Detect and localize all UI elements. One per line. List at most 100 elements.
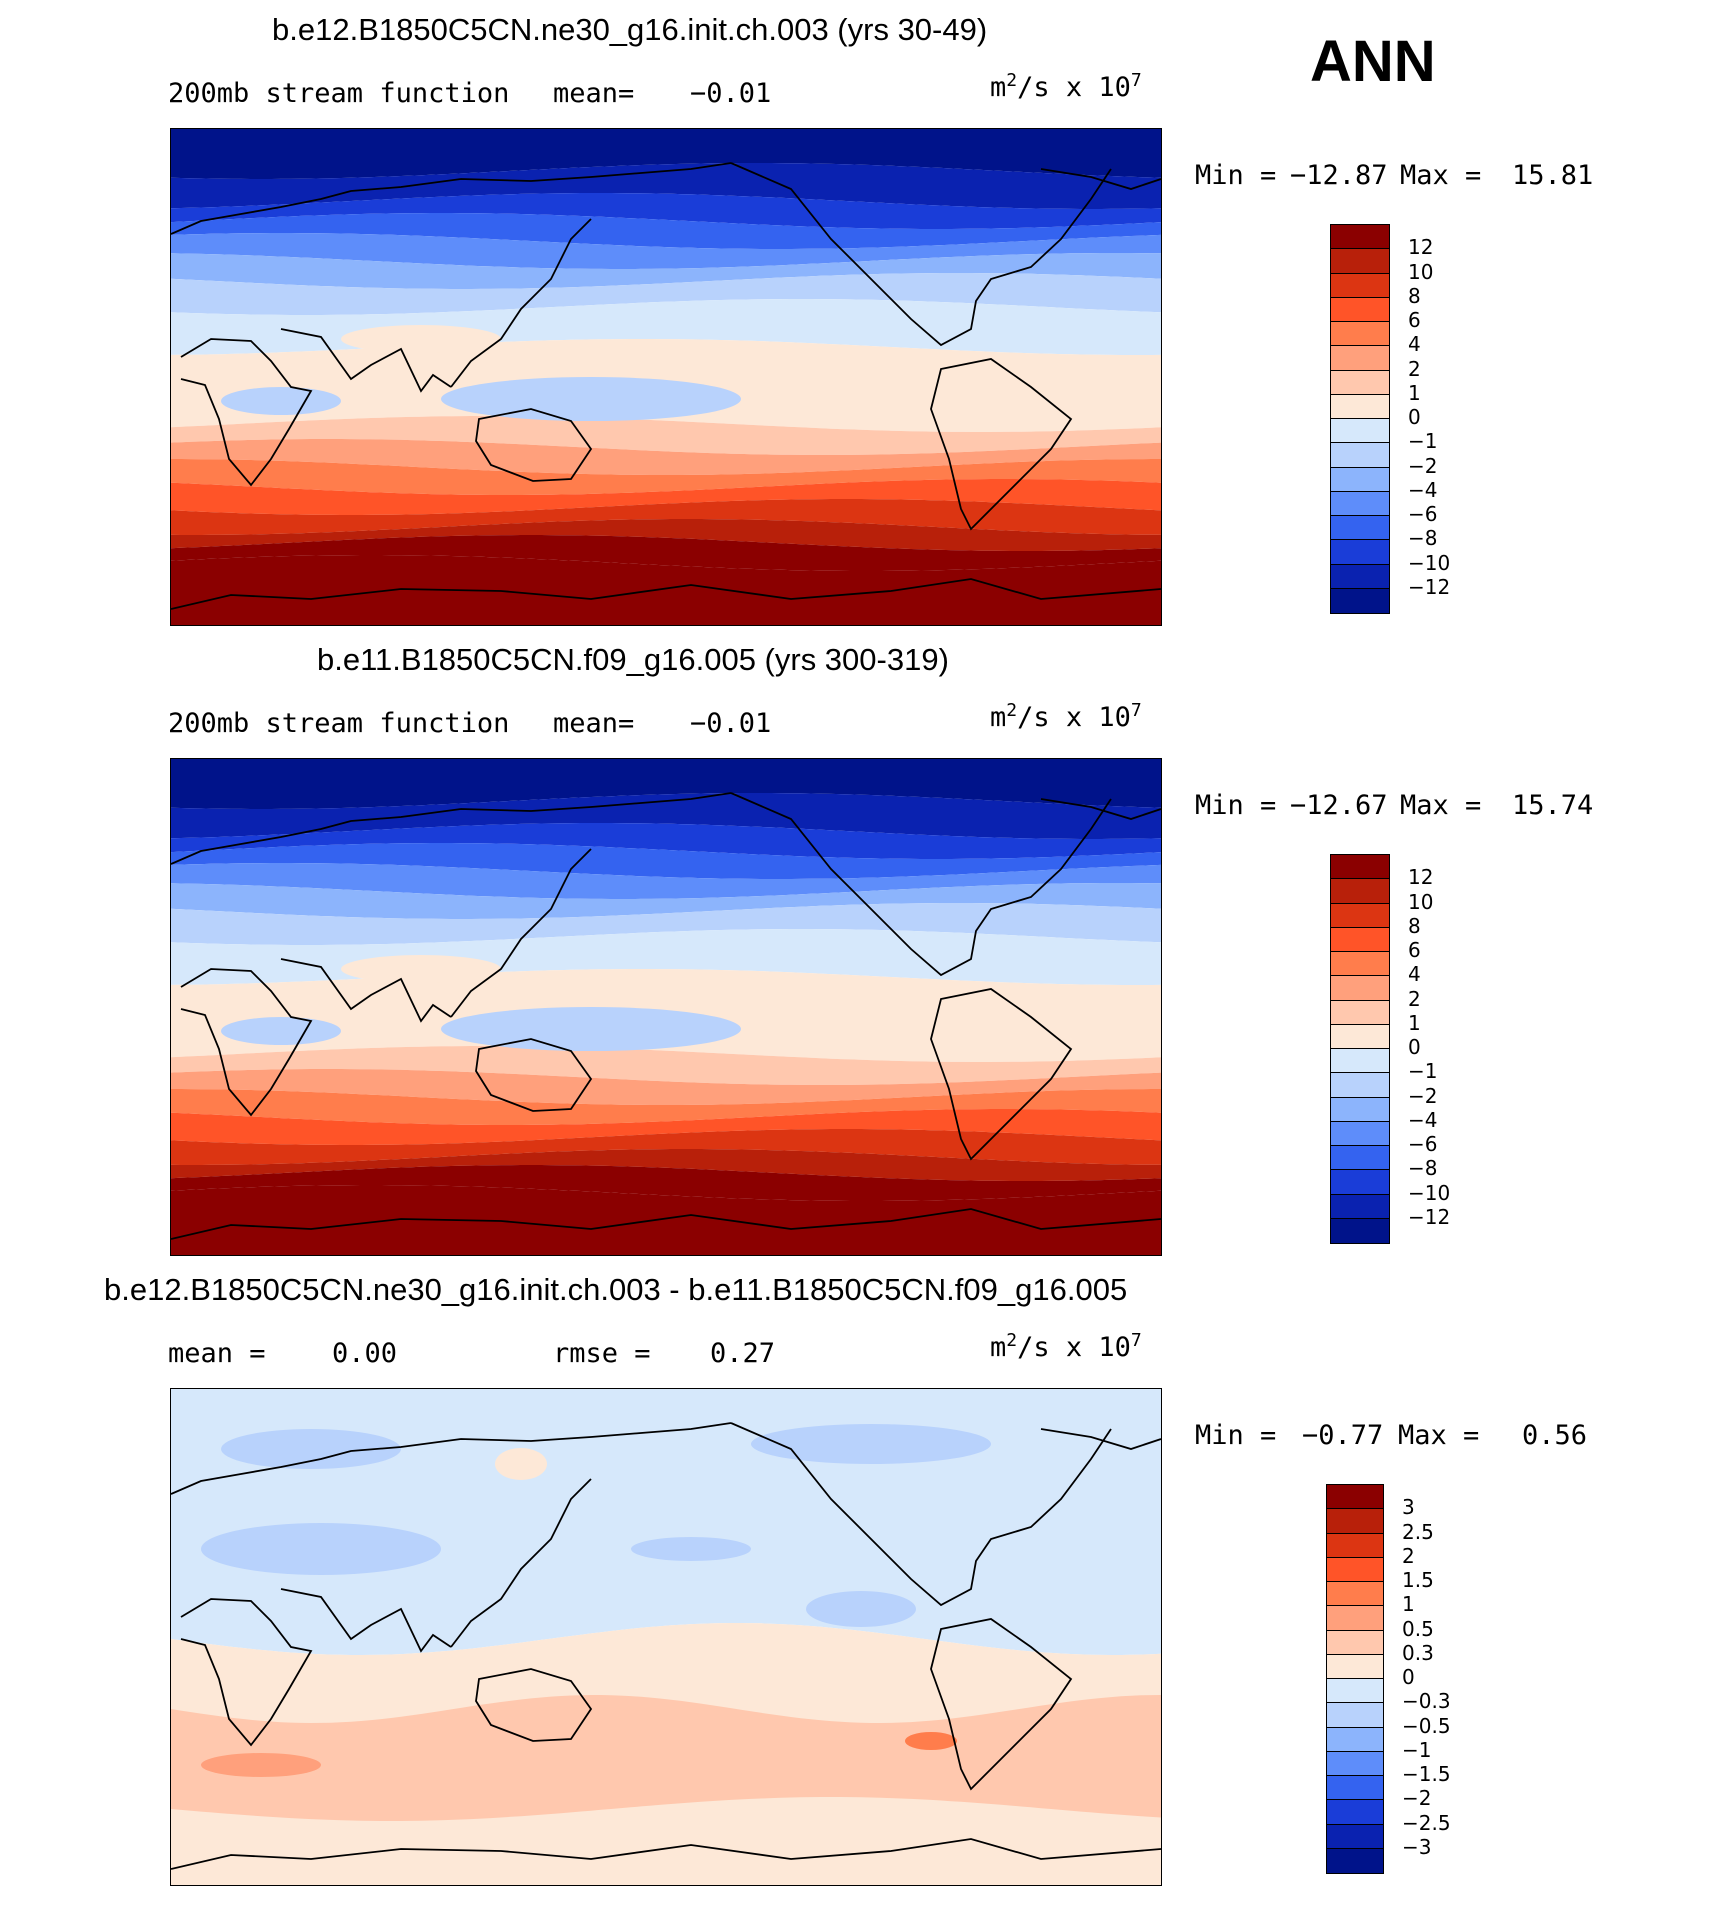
colorbar-swatch xyxy=(1327,1800,1383,1825)
contour-band xyxy=(171,1149,1161,1181)
coastline xyxy=(450,848,592,1018)
panel-title: b.e12.B1850C5CN.ne30_g16.init.ch.003 (yr… xyxy=(272,12,988,47)
coastline xyxy=(280,328,452,393)
coastline xyxy=(171,578,1161,610)
colorbar-swatch xyxy=(1331,249,1389,274)
colorbar-swatch xyxy=(1331,322,1389,347)
colorbar-tick-label: −4 xyxy=(1408,1107,1438,1132)
contour-band xyxy=(171,1129,1161,1165)
mean-label: mean= xyxy=(553,78,635,109)
coastline xyxy=(730,792,1112,977)
contour-band xyxy=(171,1109,1161,1145)
colorbar-swatch xyxy=(1331,1121,1389,1146)
season-label: ANN xyxy=(1310,29,1436,94)
contour-band xyxy=(171,129,1161,179)
contour-band xyxy=(171,213,1161,249)
coastline xyxy=(930,1618,1073,1791)
colorbar-tick-label: −1 xyxy=(1402,1737,1432,1762)
contour-anomaly xyxy=(341,955,501,983)
colorbar-tick-label: −0.3 xyxy=(1402,1689,1451,1714)
colorbar-tick-label: 2 xyxy=(1408,986,1421,1011)
colorbar-swatch xyxy=(1331,1194,1389,1219)
colorbar-swatch xyxy=(1331,1000,1389,1025)
colorbar-tick-label: −4 xyxy=(1408,477,1438,502)
field-label: 200mb stream function xyxy=(168,78,510,109)
contour-band xyxy=(171,459,1161,495)
colorbar-tick-label: 3 xyxy=(1402,1495,1415,1520)
colorbar-swatch xyxy=(1327,1751,1383,1776)
colorbar-tick-label: 1 xyxy=(1402,1592,1415,1617)
coastline xyxy=(930,988,1073,1161)
map-svg xyxy=(171,759,1161,1255)
coastline xyxy=(171,792,732,865)
panel-case: b.e12.B1850C5CN.ne30_g16.init.ch.003 (yr… xyxy=(0,0,1710,640)
coastline xyxy=(730,162,1112,347)
coastline xyxy=(1040,168,1161,190)
contour-band xyxy=(171,903,1161,945)
contour-band xyxy=(171,479,1161,515)
contour-band xyxy=(171,163,1161,209)
colorbar-swatch xyxy=(1331,273,1389,298)
colorbar-tick-label: −10 xyxy=(1408,1180,1451,1205)
colorbar-tick-label: −8 xyxy=(1408,1156,1438,1181)
colorbar-swatch xyxy=(1331,1170,1389,1195)
contour-band xyxy=(171,759,1161,809)
coastline xyxy=(180,338,313,487)
colorbar-swatch xyxy=(1331,370,1389,395)
colorbar xyxy=(1326,1484,1384,1874)
contour-band xyxy=(171,1165,1161,1201)
colorbar-tick-label: −8 xyxy=(1408,526,1438,551)
min-value: −12.87 xyxy=(1290,160,1388,191)
colorbar-tick-label: 1 xyxy=(1408,1010,1421,1035)
colorbar-swatch xyxy=(1331,1146,1389,1171)
contour-band xyxy=(171,193,1161,229)
colorbar-swatch xyxy=(1331,976,1389,1001)
colorbar-swatch xyxy=(1331,903,1389,928)
colorbar-tick-label: 12 xyxy=(1408,865,1434,890)
colorbar-swatch xyxy=(1331,927,1389,952)
colorbar-swatch xyxy=(1331,540,1389,565)
colorbar-swatch xyxy=(1331,952,1389,977)
contour-band xyxy=(171,823,1161,859)
colorbar-swatch xyxy=(1327,1582,1383,1607)
mean-value: −0.01 xyxy=(690,78,772,109)
colorbar-tick-label: −1 xyxy=(1408,1059,1438,1084)
contour-anomaly xyxy=(806,1591,916,1627)
contour-band xyxy=(171,499,1161,535)
contour-band xyxy=(171,883,1161,919)
contour-anomaly xyxy=(905,1732,957,1750)
max-label: Max = xyxy=(1400,790,1482,821)
colorbar-swatch xyxy=(1331,443,1389,468)
min-label: Min = xyxy=(1195,160,1277,191)
colorbar-swatch xyxy=(1327,1848,1383,1873)
colorbar-tick-label: −3 xyxy=(1402,1834,1432,1859)
contour-band xyxy=(171,1069,1161,1105)
min-label: Min = xyxy=(1195,1420,1277,1451)
contour-band xyxy=(171,1185,1161,1255)
colorbar-swatch xyxy=(1327,1654,1383,1679)
coastline xyxy=(1040,798,1161,820)
coastline xyxy=(450,218,592,388)
colorbar-tick-label: 0 xyxy=(1408,405,1421,429)
coastline xyxy=(280,1588,452,1653)
coastline xyxy=(180,968,313,1117)
colorbar-tick-label: −12 xyxy=(1408,574,1451,599)
panel-title: b.e11.B1850C5CN.f09_g16.005 (yrs 300-319… xyxy=(317,642,949,677)
colorbar-swatch xyxy=(1327,1679,1383,1704)
min-label: Min = xyxy=(1195,790,1277,821)
contour-anomaly xyxy=(221,1429,401,1469)
colorbar-tick-label: −2 xyxy=(1408,453,1438,478)
colorbar-tick-label: −1 xyxy=(1408,429,1438,454)
contour-band xyxy=(171,416,1161,455)
colorbar xyxy=(1330,224,1390,614)
max-label: Max = xyxy=(1398,1420,1480,1451)
colorbar-tick-label: 0 xyxy=(1402,1665,1415,1689)
mean-value: 0.00 xyxy=(332,1338,398,1369)
colorbar-swatch xyxy=(1331,1024,1389,1049)
colorbar-swatch xyxy=(1327,1509,1383,1534)
contour-band xyxy=(171,1695,1161,1821)
units-label: m2/s x 107 xyxy=(990,700,1142,733)
colorbar-tick-label: −2 xyxy=(1402,1786,1432,1811)
units-label: m2/s x 107 xyxy=(990,1330,1142,1363)
coastline xyxy=(475,408,593,482)
